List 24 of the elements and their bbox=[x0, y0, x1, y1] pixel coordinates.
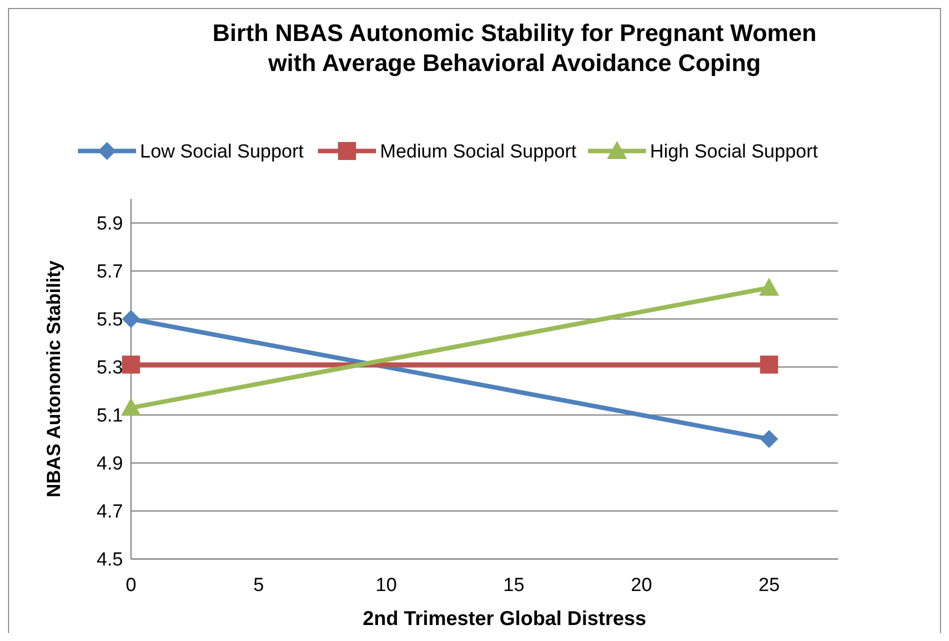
y-tick-label: 5.9 bbox=[96, 214, 123, 235]
legend-label: Low Social Support bbox=[140, 142, 304, 163]
legend-label: High Social Support bbox=[650, 142, 819, 163]
y-tick-label: 4.7 bbox=[96, 502, 123, 523]
point bbox=[760, 356, 778, 374]
y-tick-label: 5.7 bbox=[96, 262, 123, 283]
point bbox=[122, 356, 140, 374]
point bbox=[760, 430, 778, 448]
y-tick-label: 5.3 bbox=[96, 358, 123, 379]
y-tick-label: 5.5 bbox=[96, 310, 123, 331]
x-tick-label: 0 bbox=[126, 575, 136, 596]
x-axis-title: 2nd Trimester Global Distress bbox=[362, 608, 646, 630]
legend-label: Medium Social Support bbox=[380, 142, 578, 163]
chart-title: Birth NBAS Autonomic Stability for Pregnant Women with Average Behavioral Avoidance Coping bbox=[212, 20, 817, 77]
y-axis-title: NBAS Autonomic Stability bbox=[44, 260, 65, 498]
x-tick-label: 25 bbox=[758, 575, 780, 596]
x-tick-label: 10 bbox=[376, 575, 397, 596]
x-tick-label: 20 bbox=[630, 575, 652, 596]
y-tick-label: 4.5 bbox=[96, 550, 123, 571]
point bbox=[122, 310, 140, 328]
x-tick-label: 5 bbox=[253, 575, 264, 596]
x-tick-label: 15 bbox=[503, 575, 524, 596]
y-tick-label: 4.9 bbox=[96, 454, 123, 475]
y-tick-label: 5.1 bbox=[96, 406, 123, 427]
